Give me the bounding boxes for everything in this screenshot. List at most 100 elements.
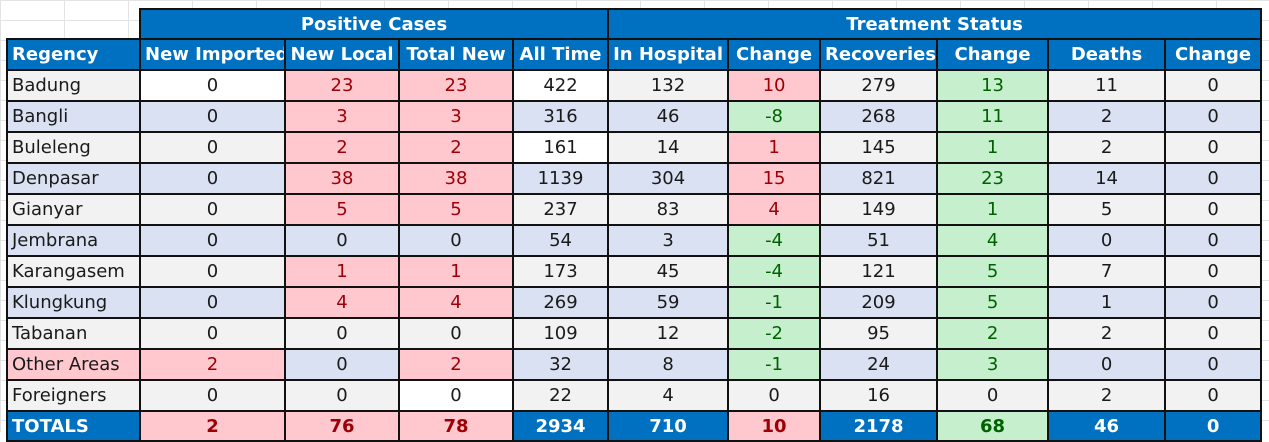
- deaths-change-cell: 0: [1164, 100, 1263, 133]
- hospital-change-cell: -8: [727, 100, 822, 133]
- new-local-cell: 38: [284, 162, 400, 195]
- in-hospital-cell: 8: [607, 348, 730, 381]
- covid-cases-table: Positive Cases Treatment Status Regency …: [6, 8, 1263, 442]
- totals-total-new: 78: [398, 410, 514, 442]
- table-row: Foreigners 0 0 0 22 4 0 16 0 2 0: [6, 379, 1263, 412]
- hospital-change-cell: 10: [727, 69, 822, 102]
- deaths-change-cell: 0: [1164, 379, 1263, 412]
- regency-name: Tabanan: [6, 317, 141, 350]
- total-new-cell: 23: [398, 69, 514, 102]
- recoveries-cell: 145: [819, 131, 939, 164]
- totals-recoveries-change: 68: [936, 410, 1050, 442]
- total-new-cell: 3: [398, 100, 514, 133]
- new-local-cell: 0: [284, 317, 400, 350]
- totals-all-time: 2934: [511, 410, 610, 442]
- hospital-change-cell: 1: [727, 131, 822, 164]
- deaths-change-cell: 0: [1164, 286, 1263, 319]
- recoveries-change-cell: 5: [936, 255, 1050, 288]
- new-local-cell: 4: [284, 286, 400, 319]
- deaths-change-cell: 0: [1164, 162, 1263, 195]
- totals-new-local: 76: [284, 410, 400, 442]
- new-local-cell: 23: [284, 69, 400, 102]
- deaths-cell: 11: [1047, 69, 1167, 102]
- table-row: Jembrana 0 0 0 54 3 -4 51 4 0 0: [6, 224, 1263, 257]
- deaths-cell: 0: [1047, 224, 1167, 257]
- recoveries-change-cell: 1: [936, 193, 1050, 226]
- column-header-all-time: All Time: [511, 38, 610, 71]
- in-hospital-cell: 46: [607, 100, 730, 133]
- column-header-deaths-change: Change: [1164, 38, 1263, 71]
- deaths-change-cell: 0: [1164, 193, 1263, 226]
- hospital-change-cell: 4: [727, 193, 822, 226]
- new-imported-cell: 2: [139, 348, 286, 381]
- deaths-cell: 2: [1047, 317, 1167, 350]
- new-imported-cell: 0: [139, 286, 286, 319]
- recoveries-change-cell: 11: [936, 100, 1050, 133]
- column-header-deaths: Deaths: [1047, 38, 1167, 71]
- table-row: Other Areas 2 0 2 32 8 -1 24 3 0 0: [6, 348, 1263, 381]
- recoveries-cell: 209: [819, 286, 939, 319]
- regency-name: Buleleng: [6, 131, 141, 164]
- total-new-cell: 2: [398, 131, 514, 164]
- new-local-cell: 0: [284, 348, 400, 381]
- in-hospital-cell: 59: [607, 286, 730, 319]
- total-new-cell: 0: [398, 224, 514, 257]
- totals-label: TOTALS: [6, 410, 141, 442]
- total-new-cell: 4: [398, 286, 514, 319]
- regency-name: Other Areas: [6, 348, 141, 381]
- all-time-cell: 161: [511, 131, 610, 164]
- new-imported-cell: 0: [139, 100, 286, 133]
- column-header-hospital-change: Change: [727, 38, 822, 71]
- recoveries-cell: 95: [819, 317, 939, 350]
- column-header-in-hospital: In Hospital: [607, 38, 730, 71]
- recoveries-change-cell: 1: [936, 131, 1050, 164]
- in-hospital-cell: 3: [607, 224, 730, 257]
- totals-deaths: 46: [1047, 410, 1167, 442]
- column-header-recoveries-change: Change: [936, 38, 1050, 71]
- table-row: Tabanan 0 0 0 109 12 -2 95 2 2 0: [6, 317, 1263, 350]
- new-imported-cell: 0: [139, 317, 286, 350]
- totals-row: TOTALS 2 76 78 2934 710 10 2178 68 46 0: [6, 410, 1263, 442]
- new-local-cell: 0: [284, 379, 400, 412]
- deaths-cell: 5: [1047, 193, 1167, 226]
- column-header-row: Regency New Imported New Local Total New…: [6, 38, 1263, 71]
- all-time-cell: 32: [511, 348, 610, 381]
- new-local-cell: 5: [284, 193, 400, 226]
- recoveries-change-cell: 4: [936, 224, 1050, 257]
- all-time-cell: 237: [511, 193, 610, 226]
- in-hospital-cell: 45: [607, 255, 730, 288]
- group-header-row: Positive Cases Treatment Status: [7, 8, 1263, 40]
- new-local-cell: 2: [284, 131, 400, 164]
- all-time-cell: 316: [511, 100, 610, 133]
- deaths-change-cell: 0: [1164, 348, 1263, 381]
- new-imported-cell: 0: [139, 131, 286, 164]
- deaths-cell: 2: [1047, 100, 1167, 133]
- column-header-total-new: Total New: [398, 38, 514, 71]
- deaths-cell: 2: [1047, 131, 1167, 164]
- regency-name: Denpasar: [6, 162, 141, 195]
- totals-in-hospital: 710: [607, 410, 730, 442]
- all-time-cell: 54: [511, 224, 610, 257]
- group-header-positive-cases: Positive Cases: [138, 8, 610, 40]
- regency-name: Gianyar: [6, 193, 141, 226]
- in-hospital-cell: 304: [607, 162, 730, 195]
- recoveries-cell: 149: [819, 193, 939, 226]
- deaths-cell: 7: [1047, 255, 1167, 288]
- new-local-cell: 1: [284, 255, 400, 288]
- column-header-regency: Regency: [6, 38, 141, 71]
- total-new-cell: 0: [398, 379, 514, 412]
- deaths-change-cell: 0: [1164, 255, 1263, 288]
- table-row: Gianyar 0 5 5 237 83 4 149 1 5 0: [6, 193, 1263, 226]
- total-new-cell: 2: [398, 348, 514, 381]
- hospital-change-cell: -1: [727, 348, 822, 381]
- in-hospital-cell: 83: [607, 193, 730, 226]
- hospital-change-cell: -4: [727, 255, 822, 288]
- regency-name: Bangli: [6, 100, 141, 133]
- recoveries-cell: 821: [819, 162, 939, 195]
- recoveries-cell: 279: [819, 69, 939, 102]
- new-imported-cell: 0: [139, 379, 286, 412]
- totals-hospital-change: 10: [727, 410, 822, 442]
- deaths-cell: 0: [1047, 348, 1167, 381]
- recoveries-change-cell: 0: [936, 379, 1050, 412]
- column-header-new-local: New Local: [284, 38, 400, 71]
